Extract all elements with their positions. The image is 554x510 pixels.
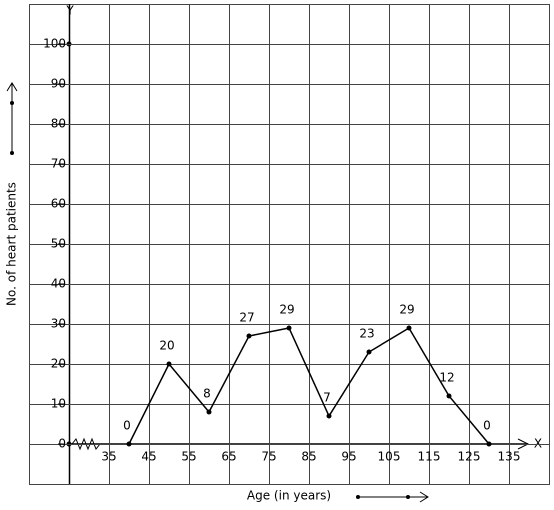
- data-label: 27: [239, 311, 254, 325]
- x-tick-label: 115: [418, 450, 441, 464]
- x-tick-label: 35: [101, 450, 116, 464]
- data-point: [286, 325, 292, 331]
- x-tick-label: 135: [498, 450, 521, 464]
- data-label: 23: [359, 327, 374, 341]
- y-tick-label: 0: [58, 437, 66, 451]
- y-tick-label: 30: [51, 317, 66, 331]
- y-tick-label: 60: [51, 197, 66, 211]
- data-point: [166, 361, 172, 367]
- x-tick-label: 85: [301, 450, 316, 464]
- data-label: 29: [279, 303, 294, 317]
- y-tick-label: 10: [51, 397, 66, 411]
- y-axis-name: Y: [65, 4, 74, 18]
- data-label: 29: [399, 303, 414, 317]
- x-axis-label: Age (in years): [247, 489, 331, 503]
- x-tick-label: 55: [181, 450, 196, 464]
- y-tick-label: 90: [51, 77, 66, 91]
- data-point: [366, 349, 372, 355]
- data-point: [406, 325, 412, 331]
- data-point: [446, 393, 452, 399]
- x-tick-label: 65: [221, 450, 236, 464]
- x-tick-label: 105: [378, 450, 401, 464]
- y-direction-arrow: [6, 82, 18, 155]
- data-point: [206, 409, 212, 415]
- data-point: [246, 333, 252, 339]
- data-point: [486, 441, 492, 447]
- x-tick-label: 95: [341, 450, 356, 464]
- y-tick-label: 70: [51, 157, 66, 171]
- y-tick-label: 80: [51, 117, 66, 131]
- data-point: [126, 441, 132, 447]
- y-tick-label: 40: [51, 277, 66, 291]
- data-label: 8: [203, 387, 211, 401]
- data-label: 0: [123, 419, 131, 433]
- x-direction-arrow: [356, 491, 429, 503]
- x-axis-name: X: [534, 437, 542, 451]
- y-tick-label: 50: [51, 237, 66, 251]
- data-label: 7: [323, 391, 331, 405]
- y-tick-label: 100: [43, 37, 66, 51]
- x-tick-label: 125: [458, 450, 481, 464]
- data-point: [326, 413, 332, 419]
- data-label: 12: [439, 371, 454, 385]
- data-label: 0: [483, 419, 491, 433]
- data-label: 20: [159, 339, 174, 353]
- x-tick-label: 75: [261, 450, 276, 464]
- data-line: [128, 326, 490, 445]
- y-axis-label: No. of heart patients: [5, 182, 19, 306]
- x-tick-label: 45: [141, 450, 156, 464]
- y-tick-label: 20: [51, 357, 66, 371]
